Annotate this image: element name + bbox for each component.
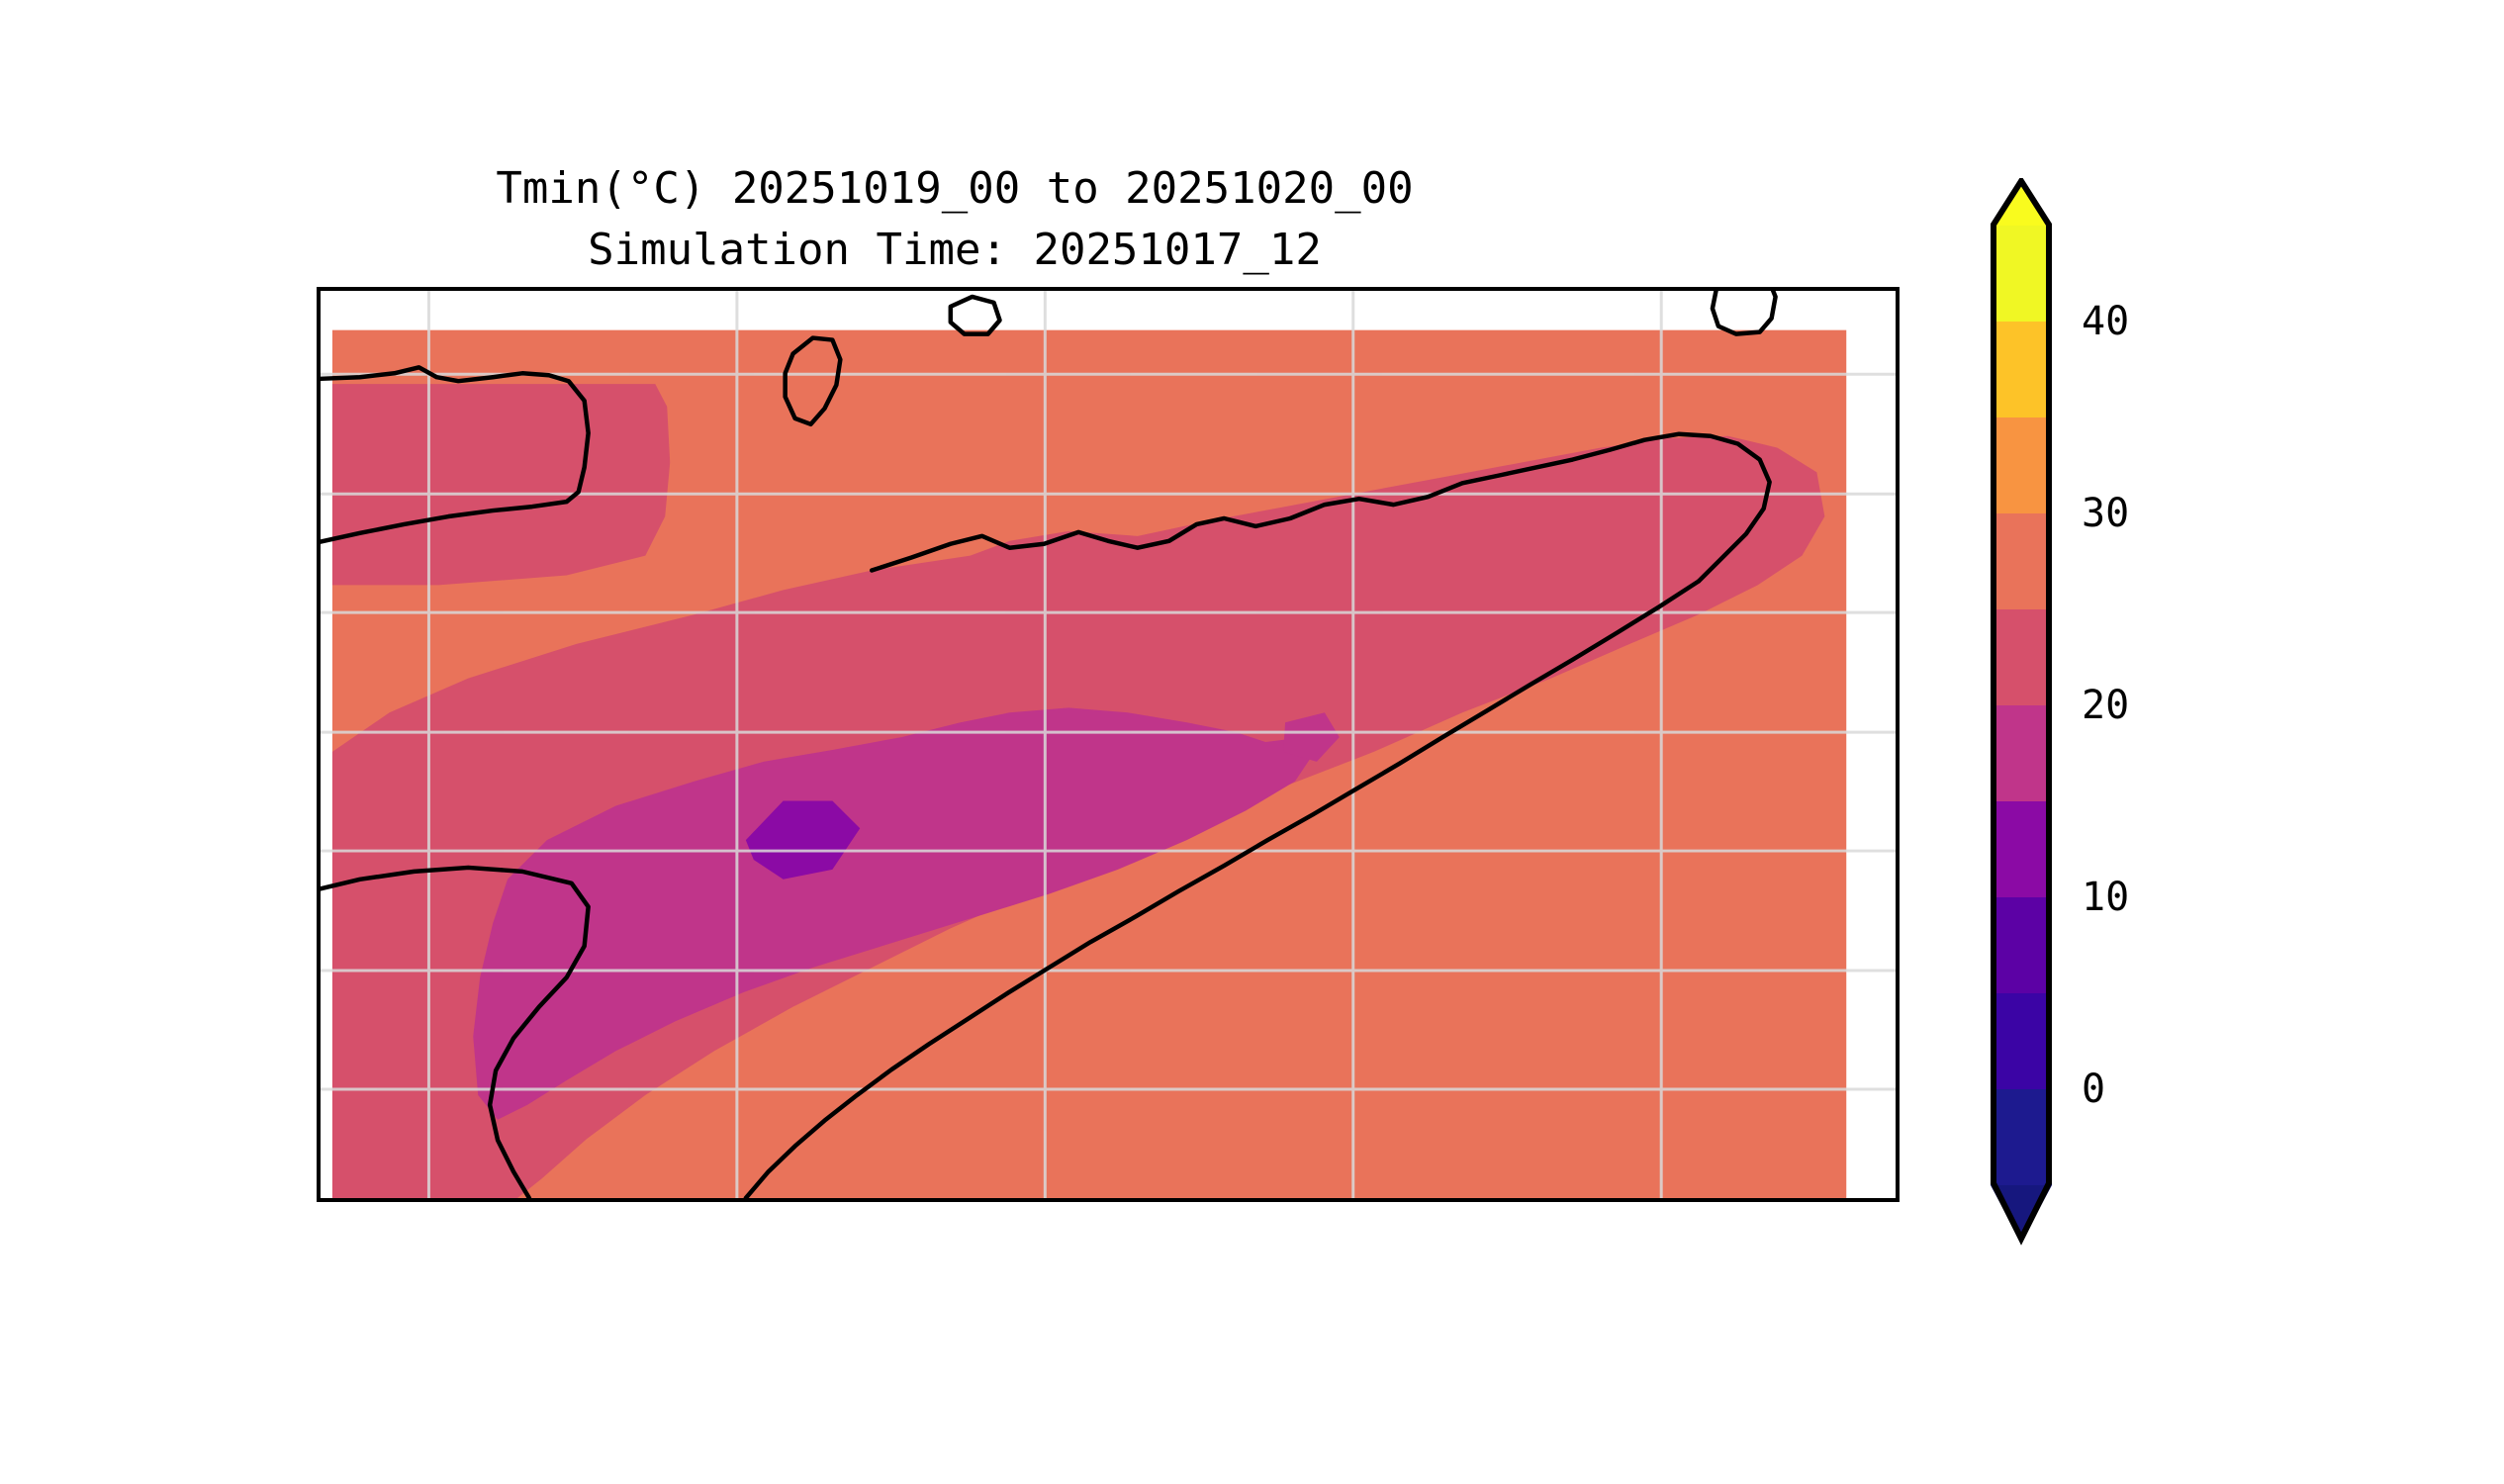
- colorbar-outline: [1991, 178, 2052, 1246]
- contour-band-20-25-northwest: [331, 384, 671, 586]
- colorbar-band-40-45: [1991, 226, 2052, 322]
- chart-title: Tmin(°C) 20251019_00 to 20251020_00 Simu…: [0, 158, 1909, 281]
- colorbar-under-arrow: [1991, 1185, 2052, 1243]
- title-line-2: Simulation Time: 20251017_12: [588, 225, 1322, 275]
- colorbar[interactable]: 40 30 20 10 0: [1991, 178, 2129, 1326]
- colorbar-band-20-25: [1991, 609, 2052, 705]
- gridlines: [321, 291, 1896, 1198]
- colorbar-band-15-20: [1991, 705, 2052, 801]
- colorbar-tick-label: 0: [2082, 1067, 2106, 1112]
- colorbar-band-10-15: [1991, 801, 2052, 897]
- colorbar-band-0-5: [1991, 993, 2052, 1089]
- contour-band-15-20: [473, 707, 1315, 1120]
- colorbar-band-25-30: [1991, 513, 2052, 609]
- colorbar-over-arrow: [1991, 178, 2052, 226]
- contour-band-10-15: [745, 800, 861, 880]
- colorbar-tick-label: 20: [2082, 683, 2130, 728]
- colorbar-tick-label: 30: [2082, 491, 2130, 536]
- colorbar-band-5-10: [1991, 897, 2052, 993]
- colorbar-band-35-40: [1991, 322, 2052, 417]
- coastline: [321, 291, 1778, 1198]
- contour-map: [321, 291, 1896, 1198]
- colorbar-swatches: [1991, 178, 2052, 1246]
- colorbar-tick-label: 10: [2082, 875, 2130, 920]
- title-line-1: Tmin(°C) 20251019_00 to 20251020_00: [496, 163, 1414, 214]
- map-axes[interactable]: 8.2°S 8.4°S 8.6°S 8.8°S 9°S 9.2°S 9.4°S …: [317, 287, 1900, 1202]
- contour-band-15-20-lobe: [1283, 712, 1340, 762]
- colorbar-tick-label: 40: [2082, 299, 2130, 344]
- colorbar-band-30-35: [1991, 417, 2052, 513]
- colorbar-band-minus5-0: [1991, 1089, 2052, 1185]
